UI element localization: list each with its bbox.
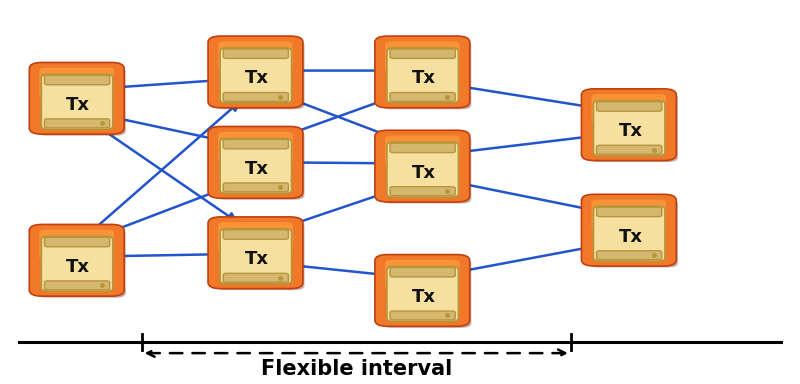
FancyBboxPatch shape: [375, 255, 470, 326]
FancyBboxPatch shape: [597, 207, 662, 217]
FancyBboxPatch shape: [387, 266, 458, 321]
FancyBboxPatch shape: [594, 206, 665, 261]
FancyBboxPatch shape: [582, 194, 676, 266]
Text: Tx: Tx: [66, 96, 90, 114]
Text: Tx: Tx: [412, 70, 436, 88]
FancyBboxPatch shape: [223, 183, 289, 192]
FancyBboxPatch shape: [38, 67, 126, 136]
FancyBboxPatch shape: [216, 131, 305, 200]
FancyBboxPatch shape: [590, 199, 678, 268]
FancyBboxPatch shape: [582, 89, 676, 161]
FancyBboxPatch shape: [208, 217, 303, 289]
FancyBboxPatch shape: [383, 259, 471, 328]
FancyBboxPatch shape: [220, 48, 292, 103]
Text: Tx: Tx: [618, 228, 642, 246]
FancyBboxPatch shape: [223, 139, 289, 149]
FancyBboxPatch shape: [375, 130, 470, 202]
FancyBboxPatch shape: [218, 41, 293, 72]
Text: Tx: Tx: [245, 70, 269, 88]
FancyBboxPatch shape: [597, 102, 662, 111]
FancyBboxPatch shape: [208, 36, 303, 108]
FancyBboxPatch shape: [39, 230, 114, 260]
Text: Tx: Tx: [245, 250, 269, 268]
FancyBboxPatch shape: [594, 101, 665, 156]
FancyBboxPatch shape: [45, 75, 110, 85]
FancyBboxPatch shape: [30, 224, 124, 296]
FancyBboxPatch shape: [208, 126, 303, 198]
FancyBboxPatch shape: [218, 132, 293, 162]
FancyBboxPatch shape: [390, 187, 455, 195]
Text: Flexible interval: Flexible interval: [261, 359, 452, 379]
FancyBboxPatch shape: [223, 93, 289, 101]
FancyBboxPatch shape: [385, 41, 460, 72]
FancyBboxPatch shape: [390, 311, 455, 320]
FancyBboxPatch shape: [42, 237, 113, 291]
FancyBboxPatch shape: [42, 74, 113, 129]
FancyBboxPatch shape: [39, 68, 114, 98]
FancyBboxPatch shape: [385, 260, 460, 290]
FancyBboxPatch shape: [387, 48, 458, 103]
FancyBboxPatch shape: [375, 36, 470, 108]
FancyBboxPatch shape: [590, 93, 678, 162]
FancyBboxPatch shape: [45, 119, 110, 128]
FancyBboxPatch shape: [383, 135, 471, 204]
FancyBboxPatch shape: [387, 142, 458, 197]
FancyBboxPatch shape: [45, 281, 110, 290]
Text: Tx: Tx: [245, 160, 269, 178]
Text: Tx: Tx: [412, 164, 436, 182]
FancyBboxPatch shape: [390, 93, 455, 101]
FancyBboxPatch shape: [591, 200, 666, 230]
Text: Tx: Tx: [412, 288, 436, 306]
FancyBboxPatch shape: [390, 143, 455, 152]
FancyBboxPatch shape: [30, 63, 124, 134]
FancyBboxPatch shape: [385, 136, 460, 166]
FancyBboxPatch shape: [383, 41, 471, 109]
Text: Tx: Tx: [66, 258, 90, 276]
FancyBboxPatch shape: [223, 273, 289, 282]
Text: Tx: Tx: [618, 122, 642, 140]
FancyBboxPatch shape: [45, 237, 110, 247]
FancyBboxPatch shape: [220, 139, 292, 193]
FancyBboxPatch shape: [216, 41, 305, 109]
FancyBboxPatch shape: [216, 222, 305, 290]
FancyBboxPatch shape: [390, 268, 455, 277]
FancyBboxPatch shape: [223, 230, 289, 239]
FancyBboxPatch shape: [218, 222, 293, 253]
FancyBboxPatch shape: [390, 49, 455, 58]
FancyBboxPatch shape: [597, 251, 662, 260]
FancyBboxPatch shape: [223, 49, 289, 58]
FancyBboxPatch shape: [220, 229, 292, 284]
FancyBboxPatch shape: [591, 94, 666, 124]
FancyBboxPatch shape: [597, 145, 662, 154]
FancyBboxPatch shape: [38, 229, 126, 298]
